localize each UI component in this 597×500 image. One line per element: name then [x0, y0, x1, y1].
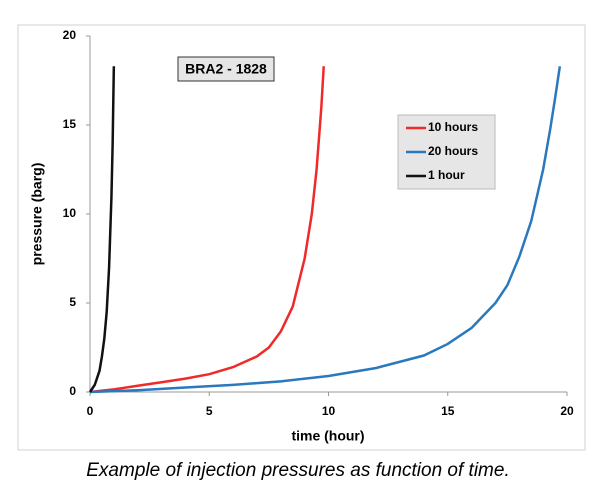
legend-label: 20 hours — [428, 144, 478, 158]
x-tick-label: 15 — [441, 404, 455, 418]
chart-frame — [17, 24, 586, 451]
y-tick-label: 10 — [63, 206, 77, 220]
x-tick-label: 0 — [87, 404, 94, 418]
line-series — [88, 66, 116, 393]
annotation: BRA2 - 1828 — [185, 61, 267, 77]
y-tick-label: 5 — [69, 295, 76, 309]
y-tick-label: 15 — [63, 117, 77, 131]
x-tick-label: 20 — [560, 404, 574, 418]
y-tick-label: 0 — [69, 384, 76, 398]
caption: Example of injection pressures as functi… — [86, 460, 509, 481]
legend-label: 10 hours — [428, 120, 478, 134]
x-axis-label: time (hour) — [291, 428, 364, 444]
x-tick-label: 10 — [322, 404, 336, 418]
line-series — [89, 66, 562, 394]
y-axis-label: pressure (barg) — [29, 163, 45, 266]
y-tick-label: 20 — [63, 28, 77, 42]
x-tick-label: 5 — [206, 404, 213, 418]
legend-label: 1 hour — [428, 168, 465, 182]
annotation-box — [177, 56, 275, 82]
line-series — [89, 66, 325, 394]
